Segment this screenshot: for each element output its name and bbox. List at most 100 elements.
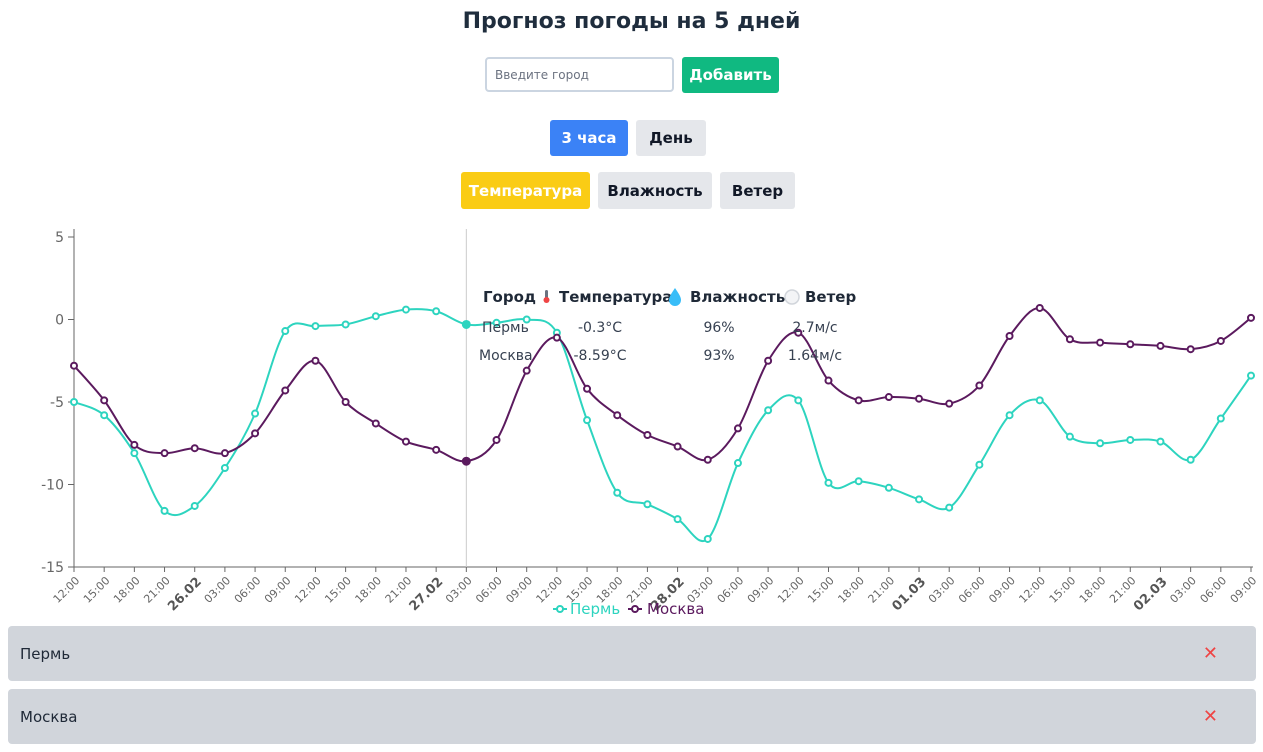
data-point[interactable] <box>824 478 833 487</box>
data-point[interactable] <box>1156 341 1165 350</box>
data-point[interactable] <box>251 409 260 418</box>
metric-temperature-button[interactable]: Температура <box>461 172 590 209</box>
data-point[interactable] <box>583 384 592 393</box>
data-point[interactable] <box>824 376 833 385</box>
data-point[interactable] <box>1186 345 1195 354</box>
data-point[interactable] <box>492 435 501 444</box>
data-point[interactable] <box>190 501 199 510</box>
data-point[interactable] <box>613 488 622 497</box>
data-point[interactable] <box>643 431 652 439</box>
metric-wind-button[interactable]: Ветер <box>720 172 795 209</box>
data-point[interactable] <box>190 444 199 453</box>
remove-city-button[interactable]: ✕ <box>1202 706 1218 727</box>
data-point[interactable] <box>1096 338 1105 347</box>
data-point[interactable] <box>1035 396 1044 405</box>
data-point[interactable] <box>371 419 380 428</box>
data-point[interactable] <box>733 459 742 468</box>
data-point[interactable] <box>673 442 682 451</box>
data-point[interactable] <box>1247 313 1255 322</box>
tooltip-header-temperature: Температура <box>559 288 672 306</box>
data-point[interactable] <box>643 500 652 509</box>
data-point[interactable] <box>945 503 954 512</box>
data-point[interactable] <box>854 396 863 405</box>
data-point[interactable] <box>70 398 78 406</box>
data-point[interactable] <box>100 396 109 405</box>
data-point[interactable] <box>522 366 531 375</box>
data-point[interactable] <box>522 315 531 324</box>
data-point[interactable] <box>492 318 501 327</box>
data-point[interactable] <box>1005 332 1014 340</box>
x-tick-label: 09:00 <box>503 574 535 606</box>
data-point[interactable] <box>1065 432 1074 441</box>
data-point[interactable] <box>733 424 742 433</box>
data-point[interactable] <box>552 333 561 342</box>
data-point[interactable] <box>975 381 984 390</box>
data-point[interactable] <box>1035 303 1044 312</box>
data-point[interactable] <box>975 460 984 469</box>
metric-humidity-button[interactable]: Влажность <box>598 172 712 209</box>
data-point[interactable] <box>401 437 410 446</box>
data-point[interactable] <box>1096 439 1105 448</box>
data-point[interactable] <box>160 449 169 458</box>
data-point[interactable] <box>432 445 441 454</box>
data-point[interactable] <box>915 495 924 504</box>
x-tick-label: 03:00 <box>926 574 958 606</box>
data-point[interactable] <box>583 416 592 425</box>
data-point[interactable] <box>854 477 863 486</box>
data-point[interactable] <box>401 305 410 314</box>
step-3-hours-button[interactable]: 3 часа <box>550 120 628 156</box>
data-point[interactable] <box>341 398 350 406</box>
data-point[interactable] <box>764 356 773 365</box>
data-point[interactable] <box>794 396 803 405</box>
data-point[interactable] <box>461 319 471 329</box>
data-point[interactable] <box>1126 435 1135 444</box>
data-point[interactable] <box>945 399 954 408</box>
data-point[interactable] <box>311 322 320 331</box>
data-point[interactable] <box>764 406 773 415</box>
data-point[interactable] <box>1005 411 1014 420</box>
data-point[interactable] <box>432 307 441 316</box>
data-point[interactable] <box>311 356 320 365</box>
data-point[interactable] <box>794 328 803 337</box>
data-point[interactable] <box>130 449 139 458</box>
data-point[interactable] <box>1156 437 1165 446</box>
data-point[interactable] <box>461 456 471 466</box>
data-point[interactable] <box>341 320 350 329</box>
data-point[interactable] <box>1186 455 1195 464</box>
data-point[interactable] <box>703 455 712 464</box>
data-point[interactable] <box>130 440 139 449</box>
temperature-chart[interactable]: 50-5-10-1512:0015:0018:0021:0026.0203:00… <box>0 215 1263 620</box>
series-line-perm <box>73 308 1252 543</box>
tooltip-city: Москва <box>479 348 533 364</box>
x-tick-label: 12:00 <box>775 574 807 606</box>
data-point[interactable] <box>1216 414 1225 423</box>
data-point[interactable] <box>915 394 924 403</box>
data-point[interactable] <box>281 386 290 395</box>
data-point[interactable] <box>220 464 229 472</box>
step-day-button[interactable]: День <box>636 120 706 156</box>
data-point[interactable] <box>160 506 169 515</box>
x-tick-label: 27.02 <box>407 575 447 615</box>
x-tick-label: 12:00 <box>1016 574 1048 606</box>
data-point[interactable] <box>1216 336 1225 345</box>
legend-label-perm: Пермь <box>570 600 620 618</box>
data-point[interactable] <box>673 515 682 524</box>
data-point[interactable] <box>70 361 78 370</box>
legend-marker <box>556 605 564 613</box>
add-city-button[interactable]: Добавить <box>682 57 779 93</box>
data-point[interactable] <box>100 411 109 420</box>
tooltip-temperature: -0.3°C <box>578 320 622 336</box>
data-point[interactable] <box>371 312 380 321</box>
data-point[interactable] <box>613 411 622 420</box>
data-point[interactable] <box>703 534 712 543</box>
data-point[interactable] <box>220 449 229 458</box>
data-point[interactable] <box>281 327 290 336</box>
data-point[interactable] <box>1247 371 1255 380</box>
city-search-input[interactable] <box>485 57 674 92</box>
data-point[interactable] <box>1126 340 1135 349</box>
data-point[interactable] <box>884 393 893 402</box>
remove-city-button[interactable]: ✕ <box>1202 643 1218 664</box>
data-point[interactable] <box>1065 335 1074 344</box>
data-point[interactable] <box>251 429 260 438</box>
data-point[interactable] <box>884 483 893 492</box>
